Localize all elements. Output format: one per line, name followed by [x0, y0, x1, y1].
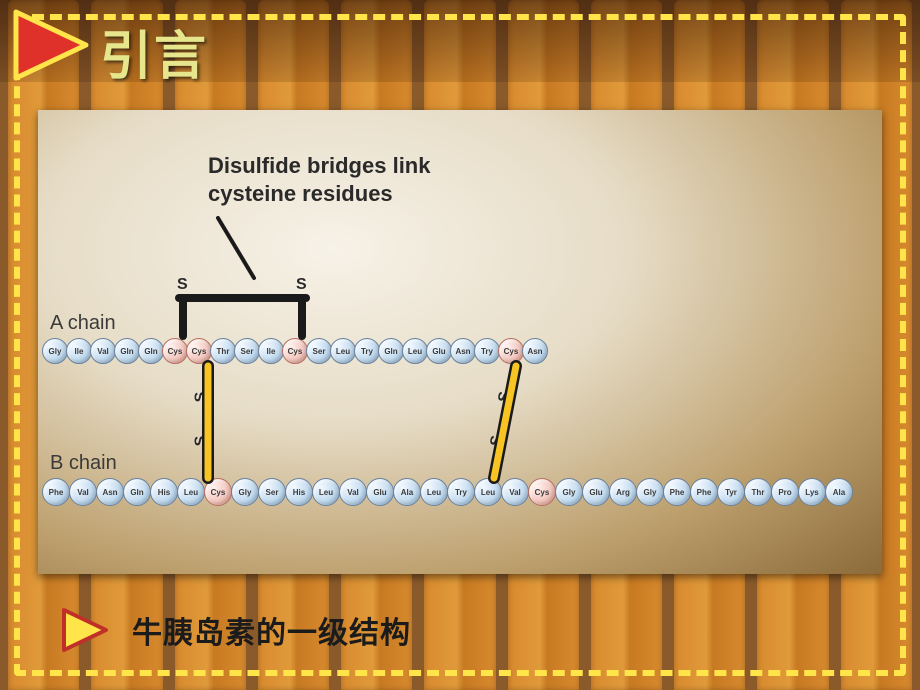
caption-text: 牛胰岛素的一级结构 [132, 608, 411, 652]
slide-title: 引言 [100, 14, 208, 89]
diagram-panel: Disulfide bridges link cysteine residues… [38, 110, 882, 574]
caption-triangle-icon [60, 606, 112, 654]
title-triangle-icon [10, 6, 94, 84]
caption-row: 牛胰岛素的一级结构 [60, 606, 411, 654]
intra-disulfide-bridge [38, 110, 882, 574]
